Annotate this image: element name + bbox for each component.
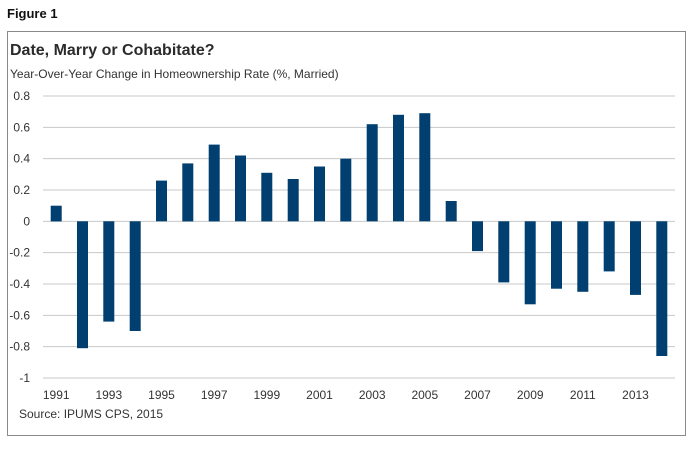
bar-2012 <box>603 221 615 272</box>
x-tick-label: 1991 <box>43 388 70 402</box>
bar-2009 <box>524 221 536 305</box>
bar-1995 <box>156 180 167 222</box>
y-tick-label: -0.4 <box>9 277 30 291</box>
bar-2004 <box>393 114 404 222</box>
y-tick-label: -0.8 <box>9 340 30 354</box>
y-axis-ticks: 0.8 0.6 0.4 0.2 0 -0.2 -0.4 -0.6 -0.8 -1 <box>9 89 30 385</box>
figure-label: Figure 1 <box>7 6 58 21</box>
y-tick-label: 0.8 <box>13 89 30 103</box>
bar-1996 <box>182 163 194 222</box>
chart-frame <box>7 31 686 436</box>
source-note: Source: IPUMS CPS, 2015 <box>19 407 164 421</box>
y-tick-label: -0.6 <box>9 308 30 322</box>
bar-2007 <box>472 221 483 252</box>
y-tick-label: 0.2 <box>13 183 30 197</box>
y-tick-label: -0.2 <box>9 246 30 260</box>
bar-2001 <box>314 166 325 222</box>
bar-1991 <box>50 205 62 222</box>
x-tick-label: 2007 <box>464 388 491 402</box>
bar-1992 <box>77 221 88 349</box>
bar-2000 <box>287 179 299 222</box>
bar-2014 <box>656 221 668 356</box>
gridlines <box>43 95 675 379</box>
bar-2010 <box>551 221 562 289</box>
bar-2005 <box>419 113 431 222</box>
y-tick-label: -1 <box>19 371 30 385</box>
x-tick-label: 1997 <box>201 388 228 402</box>
x-tick-label: 1993 <box>95 388 122 402</box>
bar-1994 <box>129 221 141 331</box>
x-tick-label: 2001 <box>306 388 333 402</box>
chart-title: Date, Marry or Cohabitate? <box>10 42 215 59</box>
bar-2006 <box>445 201 457 222</box>
x-tick-label: 2009 <box>517 388 544 402</box>
x-tick-label: 1999 <box>253 388 280 402</box>
bar-1997 <box>208 144 220 222</box>
bar-2003 <box>366 124 378 222</box>
x-tick-label: 2011 <box>570 388 596 402</box>
x-tick-label: 2013 <box>622 388 649 402</box>
bar-1999 <box>261 172 273 222</box>
x-axis-ticks: 1991 1993 1995 1997 1999 2001 2003 2005 2007 2009… <box>43 388 649 402</box>
bar-2008 <box>498 221 510 283</box>
bar-2002 <box>340 158 352 222</box>
y-tick-label: 0.4 <box>13 152 30 166</box>
y-tick-label: 0.6 <box>13 120 30 134</box>
x-tick-label: 2005 <box>411 388 438 402</box>
chart-subtitle: Year-Over-Year Change in Homeownership R… <box>10 67 339 81</box>
x-tick-label: 2003 <box>359 388 386 402</box>
bar-1998 <box>235 155 246 222</box>
y-tick-label: 0 <box>23 214 30 228</box>
x-tick-label: 1995 <box>148 388 175 402</box>
bar-2013 <box>630 221 641 295</box>
bars <box>50 113 668 356</box>
bar-2011 <box>577 221 589 292</box>
bar-1993 <box>103 221 115 322</box>
